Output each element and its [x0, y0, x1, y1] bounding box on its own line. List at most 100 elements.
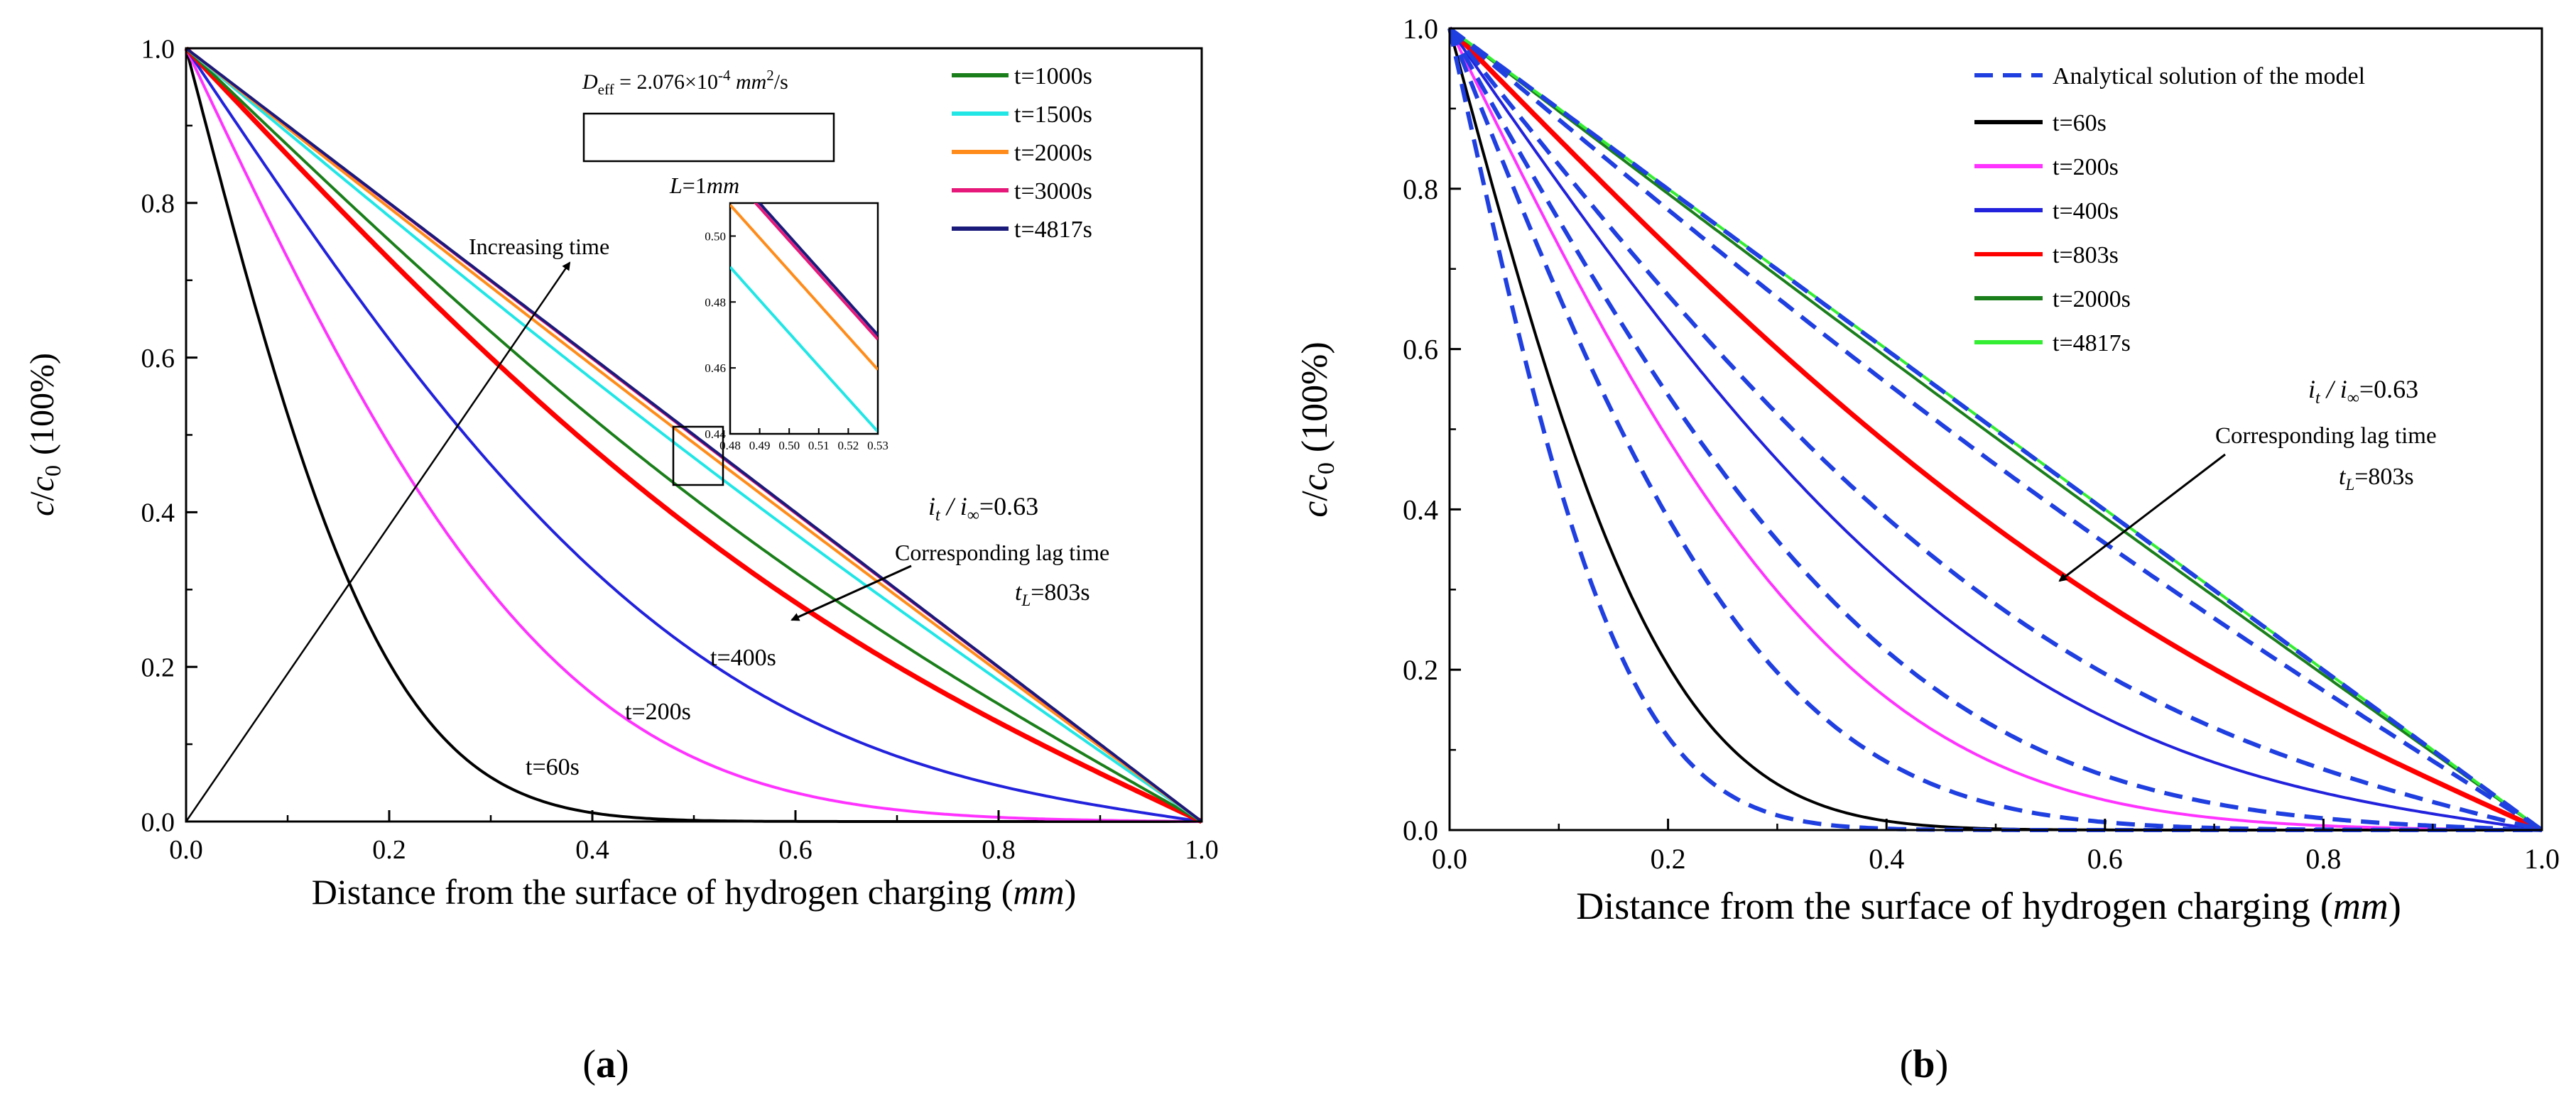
panel-a-inset: 0.48 0.49 0.50 0.51 0.52 0.53 0.44 0.46 0.48 0.50 — [705, 202, 888, 452]
panel-a-curves — [184, 46, 1203, 824]
panel-b-x-axis-label: Distance from the surface of hydrogen ch… — [1576, 885, 2401, 927]
panel-a-y-tick-label: 1.0 — [141, 34, 175, 64]
panel-a-curve-label-60s: t=60s — [526, 754, 580, 780]
panel-a-increasing-time-label: Increasing time — [469, 234, 609, 259]
panel-b-x-tick-label: 0.6 — [2087, 843, 2123, 875]
panel-b-legend-label-t-4817s: t=4817s — [2053, 330, 2131, 356]
panel-a-legend-label-t-1500s: t=1500s — [1014, 102, 1092, 128]
chart-panel-b: 0.0 0.2 0.4 0.6 0.8 1.0 0.0 0.2 0.4 0.6 0.8 1.0 c/c… — [1295, 13, 2560, 1086]
panel-b-legend-label-t-200s: t=200s — [2053, 154, 2119, 180]
panel-b-legend-label-t-60s: t=60s — [2053, 110, 2107, 136]
panel-a-inset-x-tick-label: 0.52 — [838, 439, 859, 452]
panel-a-zoom-box — [672, 425, 724, 486]
panel-b-legend: Analytical solution of the model t=60s t=2… — [1974, 63, 2365, 356]
panel-a-y-tick-label: 0.2 — [141, 653, 175, 683]
panel-b-x-tick-label: 0.8 — [2305, 843, 2341, 875]
panel-a-inset-curve-t-3000s — [754, 203, 878, 341]
panel-b-ticks: 0.0 0.2 0.4 0.6 0.8 1.0 0.0 0.2 0.4 0.6 0.8 1.0 — [1403, 13, 2560, 875]
panel-a-curve-t-803s — [184, 46, 1203, 824]
panel-a-inset-curve-t-4817s — [757, 203, 878, 337]
panel-a-inset-frame — [729, 202, 879, 435]
panel-a-curve-t-2000s — [185, 47, 1203, 823]
panel-b-legend-label-t-2000s: t=2000s — [2053, 286, 2131, 312]
panel-a-y-tick-label: 0.0 — [141, 807, 175, 837]
panel-a-inset-curve-t-1500s — [730, 266, 878, 433]
panel-a-ticks: 0.0 0.2 0.4 0.6 0.8 1.0 0.0 0.2 0.4 0.6 0.8 1.0 — [141, 34, 1219, 865]
panel-a-inset-x-tick-label: 0.53 — [867, 439, 888, 452]
panel-b-analytical-curve-t2000 — [1448, 26, 2543, 832]
panel-b-x-tick-label: 0.2 — [1651, 843, 1686, 875]
panel-b-lag-arrow — [2058, 453, 2226, 582]
panel-b-analytical-curve-t400 — [1447, 27, 2543, 832]
panel-a-increasing-time-arrow — [185, 261, 571, 822]
panel-b-legend-label-analytical: Analytical solution of the model — [2053, 63, 2365, 89]
panel-a-legend-label-t-2000s: t=2000s — [1014, 140, 1092, 166]
panel-a-x-tick-label: 0.4 — [575, 835, 609, 865]
chart-panel-a: 0.0 0.2 0.4 0.6 0.8 1.0 0.0 0.2 0.4 0.6 0.8 1.0 c/c… — [23, 34, 1219, 1086]
panel-b-analytical-curve-t803 — [1447, 27, 2543, 832]
panel-a-x-axis-label: Distance from the surface of hydrogen ch… — [312, 872, 1077, 912]
panel-a-x-tick-label: 0.6 — [778, 835, 813, 865]
panel-b-legend-label-t-400s: t=400s — [2053, 198, 2119, 224]
panel-b-y-tick-label: 0.2 — [1403, 654, 1438, 686]
panel-a-ratio-annotation: it / i∞=0.63 — [928, 492, 1038, 525]
panel-a-inset-y-tick-label: 0.44 — [705, 427, 726, 441]
panel-a-legend-label-t-1000s: t=1000s — [1014, 63, 1092, 89]
panel-b-y-tick-label: 1.0 — [1403, 13, 1438, 45]
panel-b-curve-t-200s — [1448, 28, 2543, 831]
panel-a-x-tick-label: 0.2 — [372, 835, 406, 865]
panel-b-y-tick-label: 0.6 — [1403, 334, 1438, 366]
panel-a-deff-annotation: Deff = 2.076×10-4 mm2/s — [582, 67, 788, 98]
panel-a-curve-t-200s — [185, 48, 1202, 823]
panel-a-curve-t-4817s — [185, 47, 1203, 823]
panel-b-ratio-annotation: it / i∞=0.63 — [2308, 375, 2418, 408]
panel-a-inset-x-tick-label: 0.50 — [778, 439, 800, 452]
panel-a-inset-curve-t-2000s — [730, 204, 878, 371]
panel-b-curve-t-4817s — [1448, 27, 2543, 831]
panel-a-inset-y-tick-label: 0.46 — [705, 361, 726, 375]
panel-a-y-axis-label: c/c0(100%) — [23, 353, 65, 516]
panel-a-inset-x-tick-label: 0.49 — [749, 439, 771, 452]
panel-b-curve-t-2000s — [1448, 27, 2543, 831]
panel-a-x-tick-label: 1.0 — [1185, 835, 1219, 865]
panel-a-y-tick-label: 0.8 — [141, 189, 175, 219]
panel-b-x-tick-label: 1.0 — [2524, 843, 2560, 875]
panel-a-curve-label-400s: t=400s — [710, 645, 776, 671]
panel-a-lag-time-label: Corresponding lag time — [895, 540, 1109, 565]
panel-b-legend-label-t-803s: t=803s — [2053, 242, 2119, 268]
panel-b-lag-time-label: Corresponding lag time — [2215, 423, 2437, 449]
panel-a-lag-arrow — [790, 564, 912, 621]
panel-a-inset-x-tick-label: 0.51 — [808, 439, 830, 452]
panel-a-legend: t=1000s t=1500s t=2000s t=3000s t=4817s — [952, 63, 1092, 243]
panel-a-tl-annotation: tL=803s — [1015, 579, 1090, 609]
panel-a-inset-x-tick-label: 0.48 — [719, 439, 741, 452]
panel-b-x-tick-label: 0.4 — [1869, 843, 1904, 875]
panel-a-caption: (a) — [582, 1042, 629, 1086]
panel-b-y-tick-label: 0.0 — [1403, 814, 1438, 846]
panel-a-length-annotation: L=1mm — [669, 173, 739, 198]
panel-a-inset-y-tick-label: 0.50 — [705, 229, 726, 243]
panel-a-inset-y-tick-label: 0.48 — [705, 295, 726, 309]
panel-a-curve-t-400s — [185, 47, 1202, 823]
panel-a-y-tick-label: 0.4 — [141, 498, 175, 528]
panel-a-y-tick-label: 0.6 — [141, 344, 175, 373]
panel-b-y-tick-label: 0.8 — [1403, 173, 1438, 205]
panel-a-specimen-box — [582, 112, 835, 163]
panel-b-tl-annotation: tL=803s — [2339, 464, 2414, 493]
panel-b-y-tick-label: 0.4 — [1403, 493, 1438, 525]
panel-a-legend-label-t-3000s: t=3000s — [1014, 178, 1092, 204]
panel-b-y-axis-label: c/c0(100%) — [1295, 342, 1339, 518]
panel-b-x-tick-label: 0.0 — [1432, 843, 1467, 875]
panel-a-x-tick-label: 0.8 — [982, 835, 1016, 865]
panel-b-caption: (b) — [1900, 1042, 1948, 1086]
panel-a-curve-t-1000s — [185, 47, 1202, 823]
panel-b-curve-t-400s — [1448, 27, 2543, 831]
panel-a-legend-label-t-4817s: t=4817s — [1014, 217, 1092, 243]
panel-a-x-tick-label: 0.0 — [169, 835, 203, 865]
panel-a-curve-label-200s: t=200s — [625, 699, 691, 725]
panel-b-curve-t-803s — [1447, 26, 2543, 833]
panel-a-curve-t-1500s — [185, 47, 1203, 823]
panel-a-inset-curves — [730, 203, 878, 433]
panel-a-inset-ticks: 0.48 0.49 0.50 0.51 0.52 0.53 0.44 0.46 0.48 0.50 — [705, 229, 888, 452]
